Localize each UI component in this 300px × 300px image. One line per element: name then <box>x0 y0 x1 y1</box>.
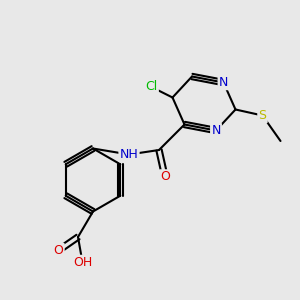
Text: O: O <box>54 244 63 257</box>
Text: Cl: Cl <box>146 80 158 94</box>
Text: NH: NH <box>120 148 138 161</box>
Text: O: O <box>160 170 170 184</box>
Text: OH: OH <box>73 256 92 269</box>
Text: S: S <box>259 109 266 122</box>
Text: N: N <box>211 124 221 137</box>
Text: N: N <box>219 76 228 89</box>
